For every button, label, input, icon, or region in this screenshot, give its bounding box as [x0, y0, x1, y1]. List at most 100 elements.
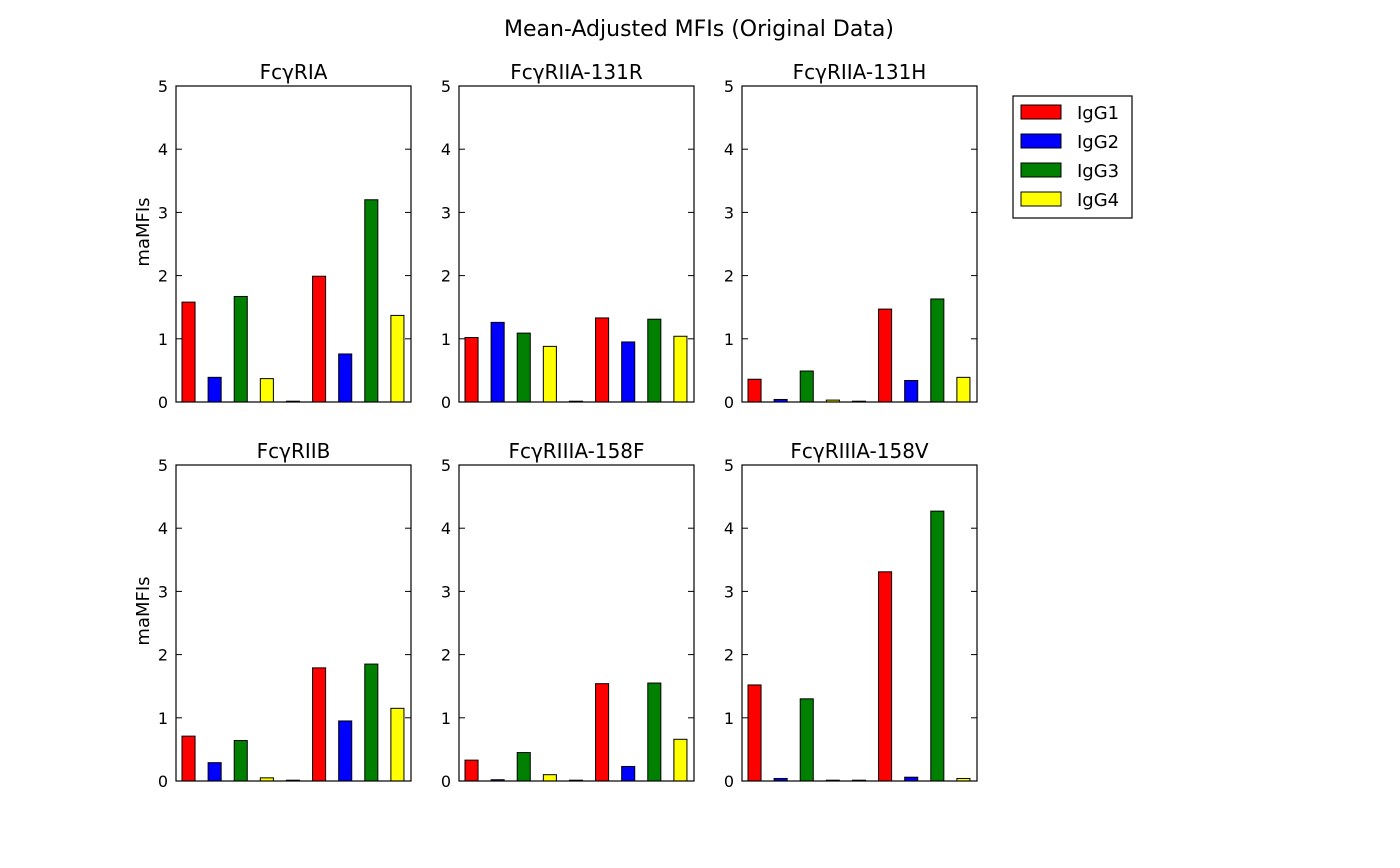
y-tick-label: 2: [724, 646, 734, 665]
bar: [878, 571, 893, 782]
bar: [259, 378, 274, 403]
bar: [516, 332, 531, 403]
legend-label: IgG2: [1077, 132, 1119, 153]
y-tick-label: 4: [724, 519, 734, 538]
bar: [338, 720, 353, 782]
y-tick-label: 5: [441, 456, 451, 475]
bar: [364, 663, 379, 782]
y-tick-label: 1: [441, 709, 451, 728]
y-tick-label: 3: [441, 582, 451, 601]
bar: [930, 298, 945, 403]
y-tick-label: 0: [158, 393, 168, 412]
y-tick-label: 0: [441, 393, 451, 412]
bar: [312, 667, 327, 782]
bar: [747, 684, 762, 782]
bar: [673, 335, 688, 403]
y-tick-label: 1: [158, 709, 168, 728]
subplot-title: FcγRIIIA-158F: [508, 439, 644, 463]
y-tick-label: 3: [158, 582, 168, 601]
bar: [930, 510, 945, 782]
y-tick-label: 3: [158, 203, 168, 222]
bar: [673, 738, 688, 782]
bar: [490, 321, 505, 403]
legend-label: IgG4: [1077, 190, 1119, 211]
y-tick-label: 1: [724, 709, 734, 728]
bar: [799, 370, 814, 403]
bar: [647, 318, 662, 403]
legend-label: IgG3: [1077, 161, 1119, 182]
bar: [956, 376, 971, 403]
y-tick-label: 0: [724, 393, 734, 412]
subplot-2: 0 1 2 3 4 5 FcγRIIA-131R: [441, 60, 695, 412]
bar: [516, 752, 531, 782]
legend-label: IgG1: [1077, 103, 1119, 124]
y-tick-label: 1: [158, 330, 168, 349]
legend: IgG1 IgG2 IgG3 IgG4: [1012, 95, 1133, 219]
bar: [181, 301, 196, 403]
bar: [542, 345, 557, 403]
bar: [233, 295, 248, 403]
y-tick-label: 2: [441, 646, 451, 665]
y-tick-label: 5: [158, 456, 168, 475]
bar: [338, 353, 353, 403]
subplot-6: 0 1 2 3 4 5 FcγRIIIA-158V: [724, 439, 978, 791]
bar: [904, 380, 919, 403]
y-tick-label: 5: [724, 456, 734, 475]
y-tick-label: 4: [158, 140, 168, 159]
bar: [595, 317, 610, 403]
bar: [621, 341, 636, 403]
bar: [464, 337, 479, 403]
y-tick-label: 2: [158, 267, 168, 286]
bar: [542, 774, 557, 782]
subplot-title: FcγRIIIA-158V: [790, 439, 929, 463]
bar: [799, 698, 814, 782]
y-axis-label: maMFIs: [133, 197, 154, 266]
y-tick-label: 0: [158, 772, 168, 791]
bar: [647, 682, 662, 782]
y-tick-label: 0: [441, 772, 451, 791]
bar: [181, 735, 196, 782]
y-tick-label: 3: [724, 582, 734, 601]
y-tick-label: 1: [724, 330, 734, 349]
bar: [747, 378, 762, 403]
subplot-5: 0 1 2 3 4 5 FcγRIIIA-158F: [441, 439, 695, 791]
panels-group: 0 1 2 3 4 5 FcγRIA maMFIs 0 1 2 3 4 5 FcγRIIA-131R 0 1 2 3…: [133, 60, 978, 791]
bar: [233, 740, 248, 782]
y-tick-label: 4: [158, 519, 168, 538]
bar: [595, 683, 610, 782]
subplot-title: FcγRIIB: [257, 439, 331, 463]
bar: [364, 199, 379, 403]
bar: [390, 314, 405, 403]
axes-frame: [458, 464, 695, 782]
y-tick-label: 1: [441, 330, 451, 349]
subplot-1: 0 1 2 3 4 5 FcγRIA maMFIs: [133, 60, 412, 412]
subplot-3: 0 1 2 3 4 5 FcγRIIA-131H: [724, 60, 978, 412]
y-axis-label: maMFIs: [133, 576, 154, 645]
bar: [878, 308, 893, 403]
subplot-title: FcγRIIA-131H: [793, 60, 927, 84]
y-tick-label: 0: [724, 772, 734, 791]
y-tick-label: 3: [724, 203, 734, 222]
y-tick-label: 4: [441, 140, 451, 159]
axes-frame: [175, 85, 412, 403]
legend-swatch: [1020, 133, 1062, 149]
bar: [312, 275, 327, 403]
y-tick-label: 2: [158, 646, 168, 665]
y-tick-label: 5: [724, 77, 734, 96]
bar: [207, 762, 222, 782]
subplot-title: FcγRIA: [260, 60, 328, 84]
subplot-4: 0 1 2 3 4 5 FcγRIIB maMFIs: [133, 439, 412, 791]
y-tick-label: 2: [441, 267, 451, 286]
bar: [390, 707, 405, 782]
y-tick-label: 3: [441, 203, 451, 222]
axes-frame: [458, 85, 695, 403]
legend-swatch: [1020, 104, 1062, 120]
legend-swatch: [1020, 191, 1062, 207]
axes-frame: [741, 464, 978, 782]
axes-frame: [741, 85, 978, 403]
legend-swatch: [1020, 162, 1062, 178]
bar: [207, 376, 222, 403]
y-tick-label: 5: [158, 77, 168, 96]
